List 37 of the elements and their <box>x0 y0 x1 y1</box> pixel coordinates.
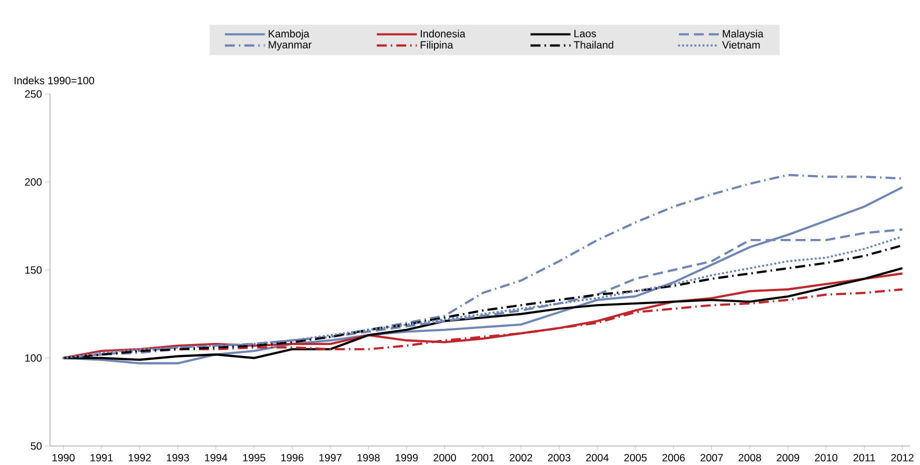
x-tick-label: 2006 <box>662 454 685 462</box>
legend-label: Filipina <box>420 40 454 51</box>
x-tick-label: 1995 <box>243 454 266 462</box>
x-tick-label: 2009 <box>776 454 800 462</box>
x-tick-label: 2000 <box>434 454 456 462</box>
x-tick-label: 1999 <box>396 454 418 462</box>
x-tick-label: 2007 <box>700 454 723 462</box>
x-tick-label: 2005 <box>624 454 647 462</box>
legend-label: Kamboja <box>268 30 310 40</box>
legend-label: Thailand <box>574 40 614 49</box>
y-tick-label: 150 <box>25 266 42 274</box>
x-tick-label: 1993 <box>166 454 189 462</box>
legend-label: Laos <box>574 30 596 38</box>
x-tick-label: 1991 <box>90 454 113 462</box>
x-tick-label: 1990 <box>52 454 75 462</box>
y-tick-label: 200 <box>25 178 42 186</box>
legend-label: Indonesia <box>420 30 466 38</box>
legend-label: Myanmar <box>268 41 312 50</box>
x-tick-label: 1998 <box>358 454 380 462</box>
x-tick-label: 2004 <box>586 454 609 462</box>
y-tick-label: 250 <box>25 90 42 98</box>
x-tick-label: 1997 <box>319 454 342 462</box>
legend-label: Vietnam <box>722 40 760 49</box>
x-tick-label: 1992 <box>128 454 151 462</box>
y-tick-label: 100 <box>25 354 42 362</box>
x-tick-label: 2008 <box>738 454 762 462</box>
x-tick-label: 2010 <box>814 454 838 462</box>
x-tick-label: 2002 <box>510 454 532 462</box>
x-tick-label: 2012 <box>891 454 914 462</box>
y-axis-title: Indeks 1990=100 <box>14 76 94 84</box>
x-tick-label: 1996 <box>281 454 304 462</box>
legend-label: Malaysia <box>722 30 764 40</box>
x-tick-label: 1994 <box>205 454 228 462</box>
x-tick-label: 2003 <box>548 454 570 462</box>
x-tick-label: 2001 <box>472 454 494 462</box>
y-tick-label: 50 <box>30 442 42 450</box>
x-tick-label: 2011 <box>853 454 876 462</box>
